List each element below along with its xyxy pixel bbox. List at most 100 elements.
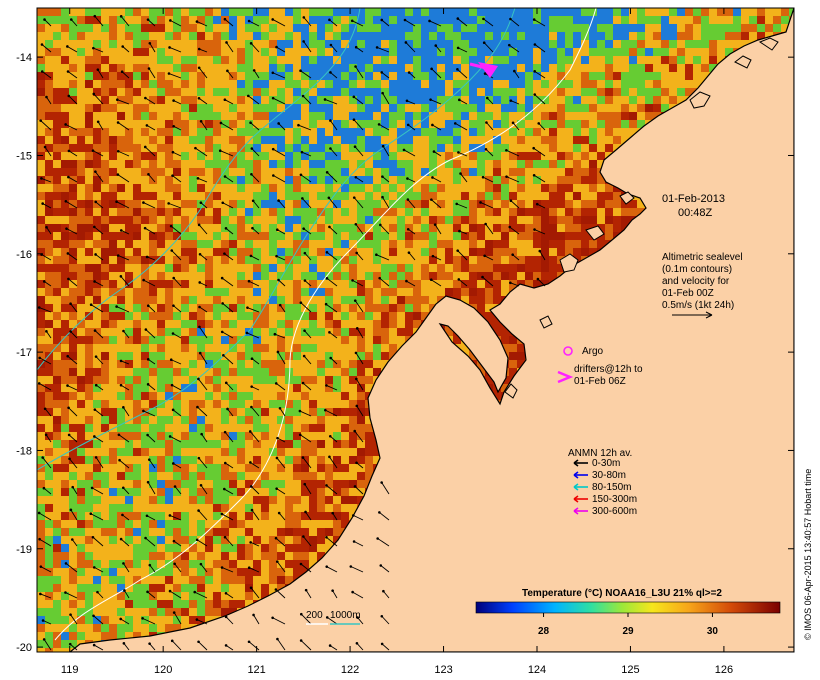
sst-pixel (341, 416, 349, 424)
sst-pixel (381, 48, 389, 56)
sst-pixel (125, 32, 133, 40)
sst-pixel (597, 120, 605, 128)
sst-pixel (661, 8, 669, 16)
sst-pixel (125, 104, 133, 112)
sst-pixel (301, 312, 309, 320)
sst-pixel (245, 32, 253, 40)
sst-pixel (61, 80, 69, 88)
sst-pixel (253, 112, 261, 120)
sst-pixel (253, 216, 261, 224)
sst-pixel (333, 504, 341, 512)
sst-pixel (149, 144, 157, 152)
sst-pixel (285, 80, 293, 88)
sst-pixel (173, 504, 181, 512)
sst-pixel (413, 256, 421, 264)
sst-pixel (125, 392, 133, 400)
sst-pixel (269, 352, 277, 360)
sst-pixel (53, 528, 61, 536)
sst-pixel (437, 192, 445, 200)
sst-pixel (37, 32, 45, 40)
sst-pixel (341, 72, 349, 80)
sst-pixel (197, 80, 205, 88)
sst-pixel (293, 536, 301, 544)
sst-pixel (269, 232, 277, 240)
sst-pixel (133, 360, 141, 368)
sst-pixel (349, 128, 357, 136)
sst-pixel (149, 56, 157, 64)
sst-pixel (229, 168, 237, 176)
sst-pixel (429, 24, 437, 32)
sst-pixel (165, 48, 173, 56)
sst-pixel (341, 200, 349, 208)
sst-pixel (229, 120, 237, 128)
sst-pixel (517, 80, 525, 88)
sst-pixel (469, 128, 477, 136)
sst-pixel (93, 40, 101, 48)
sst-pixel (253, 40, 261, 48)
sst-pixel (61, 152, 69, 160)
sst-pixel (221, 264, 229, 272)
sst-pixel (205, 16, 213, 24)
sst-pixel (133, 392, 141, 400)
sst-pixel (125, 8, 133, 16)
sst-pixel (229, 536, 237, 544)
sst-pixel (133, 264, 141, 272)
sst-pixel (765, 24, 773, 32)
sst-pixel (109, 48, 117, 56)
sst-pixel (85, 544, 93, 552)
sst-pixel (445, 192, 453, 200)
sst-pixel (53, 272, 61, 280)
sst-pixel (125, 304, 133, 312)
sst-pixel (421, 64, 429, 72)
sst-pixel (517, 136, 525, 144)
sst-pixel (37, 544, 45, 552)
sst-pixel (373, 312, 381, 320)
sst-pixel (317, 8, 325, 16)
sst-pixel (53, 32, 61, 40)
sst-pixel (573, 160, 581, 168)
sst-pixel (269, 312, 277, 320)
sst-pixel (237, 224, 245, 232)
sst-pixel (53, 440, 61, 448)
sst-pixel (357, 448, 365, 456)
sst-pixel (365, 456, 373, 464)
sst-pixel (693, 24, 701, 32)
sst-pixel (157, 40, 165, 48)
sst-pixel (253, 256, 261, 264)
sst-pixel (285, 296, 293, 304)
sst-pixel (77, 504, 85, 512)
sst-pixel (277, 24, 285, 32)
sst-pixel (189, 80, 197, 88)
sst-pixel (525, 272, 533, 280)
sst-pixel (189, 416, 197, 424)
sst-pixel (229, 352, 237, 360)
sst-pixel (301, 304, 309, 312)
sst-pixel (85, 72, 93, 80)
sst-pixel (133, 432, 141, 440)
sst-pixel (117, 360, 125, 368)
sst-pixel (189, 8, 197, 16)
sst-pixel (149, 416, 157, 424)
sst-pixel (277, 480, 285, 488)
sst-pixel (277, 128, 285, 136)
sst-pixel (317, 488, 325, 496)
sst-pixel (637, 40, 645, 48)
sst-pixel (37, 256, 45, 264)
sst-pixel (421, 104, 429, 112)
sst-pixel (221, 384, 229, 392)
sst-pixel (309, 328, 317, 336)
sst-pixel (421, 240, 429, 248)
sst-pixel (469, 248, 477, 256)
sst-pixel (117, 80, 125, 88)
sst-pixel (645, 80, 653, 88)
sst-pixel (725, 8, 733, 16)
sst-pixel (221, 56, 229, 64)
sst-pixel (101, 328, 109, 336)
sst-pixel (357, 384, 365, 392)
sst-pixel (53, 344, 61, 352)
sst-pixel (37, 456, 45, 464)
sst-pixel (37, 192, 45, 200)
sst-pixel (405, 24, 413, 32)
sst-pixel (501, 288, 509, 296)
sst-pixel (109, 120, 117, 128)
